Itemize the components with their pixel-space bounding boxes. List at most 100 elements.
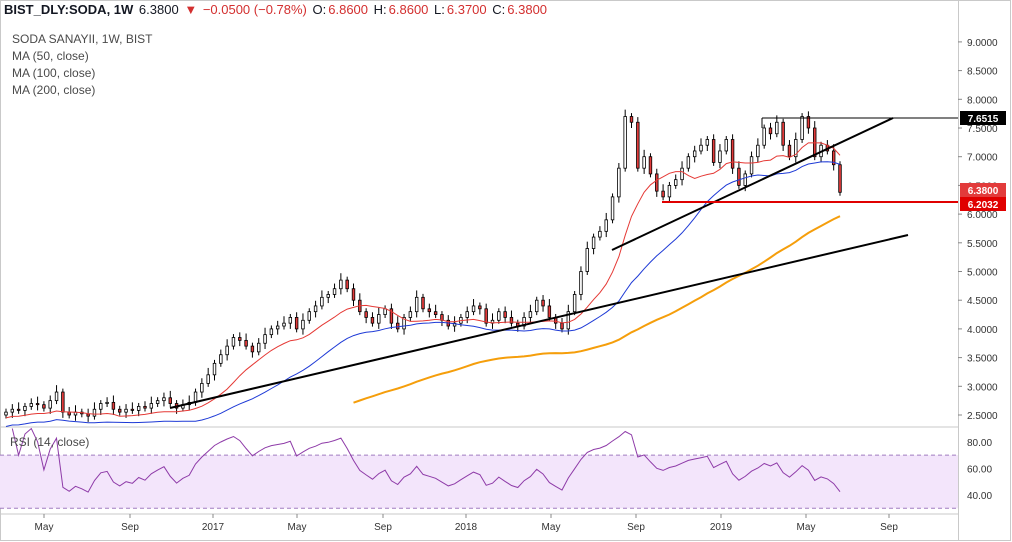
price-axis-label: 6.0000 <box>967 210 998 221</box>
time-axis-label: May <box>797 522 816 533</box>
candle-body <box>332 288 337 295</box>
resistance-tag: 7.6515 <box>968 114 999 125</box>
candle-body <box>585 248 589 272</box>
candle-body <box>838 164 842 193</box>
candle-body <box>787 144 792 158</box>
open-label: O: <box>312 2 327 17</box>
candle-body <box>408 311 413 318</box>
candle-body <box>566 311 571 330</box>
rsi-axis-label: 80.00 <box>967 438 992 449</box>
time-axis-label: 2017 <box>202 522 225 533</box>
candle-body <box>118 408 122 413</box>
candle-body <box>402 317 406 330</box>
candle-body <box>219 354 223 364</box>
candle-body <box>16 408 21 411</box>
time-axis-label: Sep <box>880 522 898 533</box>
candle-body <box>301 319 305 330</box>
candle-body <box>465 311 469 318</box>
legend-ma100[interactable]: MA (100, close) <box>12 66 96 80</box>
candle-body <box>509 317 514 324</box>
ma50-line <box>5 142 841 419</box>
high-value: 6.8600 <box>388 2 429 17</box>
candle-body <box>212 362 217 376</box>
candle-body <box>414 296 419 313</box>
price-axis-label: 8.0000 <box>967 95 998 106</box>
down-arrow-icon: ▼ <box>184 2 198 17</box>
candle-body <box>503 311 507 318</box>
candle-body <box>23 405 27 411</box>
candle-body <box>768 127 773 135</box>
candle-body <box>749 156 754 175</box>
symbol-name: BIST_DLY:SODA, 1W <box>4 2 134 17</box>
candle-body <box>737 167 741 186</box>
candle-body <box>598 230 602 238</box>
candle-body <box>67 411 71 416</box>
candle-body <box>364 311 368 318</box>
last-price-tag-bg <box>960 183 1006 197</box>
legend-rsi[interactable]: RSI (14, close) <box>10 435 90 449</box>
legend-ma50[interactable]: MA (50, close) <box>12 49 89 63</box>
candle-body <box>427 308 432 313</box>
price-axis-label: 3.0000 <box>967 382 998 393</box>
candle-body <box>661 190 665 198</box>
candle-body <box>48 400 52 409</box>
candle-body <box>225 345 229 356</box>
support-tag: 6.2032 <box>968 200 999 211</box>
candle-body <box>775 121 779 135</box>
candle-body <box>794 139 798 158</box>
candle-body <box>263 334 267 344</box>
ma100-line <box>5 161 841 427</box>
candle-body <box>320 296 324 307</box>
rsi-line <box>11 427 841 493</box>
candle-body <box>648 156 653 175</box>
candle-body <box>168 397 172 404</box>
rsi-axis-label: 40.00 <box>967 491 992 502</box>
time-axis-label: 2019 <box>710 522 733 533</box>
candle-body <box>257 342 261 353</box>
candle-body <box>351 288 356 301</box>
resistance-tag-bg <box>960 111 1006 125</box>
time-axis-label: Sep <box>374 522 392 533</box>
last-price-tag: 6.3800 <box>968 186 999 197</box>
price-axis-label: 4.0000 <box>967 325 998 336</box>
candle-body <box>762 127 766 146</box>
price-axis-label: 2.5000 <box>967 411 998 422</box>
time-axis-label: May <box>35 522 54 533</box>
candle-body <box>623 116 627 169</box>
legend-title[interactable]: SODA SANAYII, 1W, BIST <box>12 32 153 46</box>
candle-body <box>591 236 596 249</box>
price-axis-label: 5.5000 <box>967 239 998 250</box>
price-axis-label: 5.0000 <box>967 268 998 279</box>
candle-body <box>743 173 747 186</box>
candle-body <box>831 150 836 166</box>
candle-body <box>42 404 46 409</box>
candle-body <box>813 127 817 158</box>
candle-body <box>155 400 160 404</box>
candle-body <box>143 405 147 409</box>
candle-body <box>756 144 760 158</box>
candle-body <box>579 271 583 295</box>
candle-body <box>478 305 482 310</box>
ma200-line <box>353 215 841 404</box>
candle-body <box>396 322 400 330</box>
candle-body <box>29 403 33 407</box>
candle-body <box>686 156 691 169</box>
price-axis-label: 7.5000 <box>967 124 998 135</box>
price-change: −0.0500 (−0.78%) <box>202 2 307 17</box>
candle-body <box>452 322 457 327</box>
candle-body <box>471 305 476 313</box>
candle-body <box>711 139 716 163</box>
close-label: C: <box>492 2 506 17</box>
rsi-band <box>0 455 958 509</box>
price-axis-label: 7.0000 <box>967 153 998 164</box>
candle-body <box>130 408 135 411</box>
price-axis-label: 8.5000 <box>967 67 998 78</box>
candle-body <box>35 403 40 406</box>
candle-body <box>86 413 90 417</box>
candle-body <box>288 317 293 324</box>
legend-ma200[interactable]: MA (200, close) <box>12 83 96 97</box>
time-axis-label: May <box>542 522 561 533</box>
support-tag-bg <box>960 197 1006 211</box>
